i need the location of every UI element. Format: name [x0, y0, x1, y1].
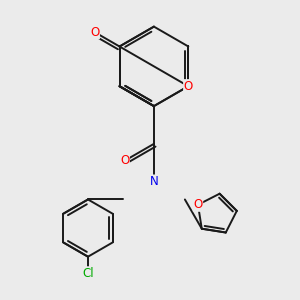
Text: O: O — [90, 26, 99, 39]
Text: Cl: Cl — [82, 267, 94, 280]
Text: O: O — [120, 154, 129, 167]
Text: O: O — [184, 80, 193, 93]
Text: O: O — [194, 198, 202, 211]
Text: N: N — [149, 175, 158, 188]
